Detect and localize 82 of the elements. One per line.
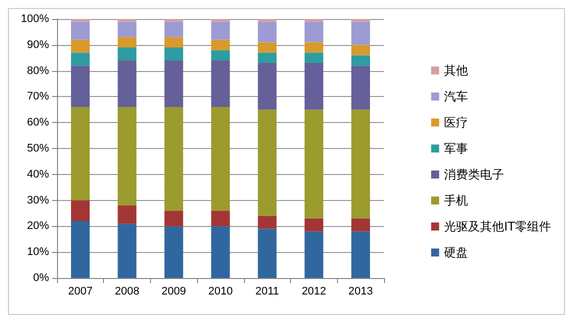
legend-label: 汽车: [444, 90, 468, 104]
bar: [211, 60, 230, 108]
x-tick-label: 2008: [114, 286, 140, 298]
bar: [351, 44, 370, 56]
y-tick-label: 60%: [26, 116, 50, 129]
bar: [211, 226, 230, 278]
bar: [351, 55, 370, 66]
bar: [304, 110, 324, 218]
y-tick-label: 50%: [26, 142, 50, 154]
bar: [304, 218, 324, 232]
bar: [258, 42, 277, 53]
legend-label: 消费类电子: [444, 168, 504, 182]
bar: [71, 40, 90, 53]
bar: [164, 22, 184, 38]
bar: [71, 19, 90, 22]
bar: [351, 110, 370, 218]
x-tick-label: 2011: [255, 286, 280, 298]
bar: [118, 60, 136, 108]
bar: [258, 52, 277, 64]
bar: [258, 22, 277, 42]
bar: [258, 63, 277, 110]
x-tick-label: 2012: [302, 286, 326, 298]
bar: [71, 22, 90, 40]
y-tick-label: 80%: [26, 64, 50, 77]
bar: [118, 107, 136, 206]
bar: [71, 66, 90, 108]
legend-label: 医疗: [444, 116, 468, 130]
bar: [71, 107, 90, 200]
bar: [211, 210, 230, 226]
bar: [164, 37, 184, 48]
bar: [211, 107, 230, 211]
bar: [164, 47, 184, 60]
bar: [351, 66, 370, 110]
bar: [211, 50, 230, 60]
legend-label: 光驱及其他IT零组件: [444, 220, 552, 234]
legend-label: 军事: [444, 142, 468, 156]
bar: [258, 228, 277, 278]
y-tick-label: 30%: [26, 194, 50, 206]
legend-label: 手机: [444, 194, 468, 208]
bar: [164, 107, 184, 211]
bar: [351, 22, 370, 45]
bar: [164, 60, 184, 108]
bar: [304, 22, 324, 42]
y-tick-label: 20%: [26, 220, 50, 232]
bar: [118, 37, 136, 48]
bar: [118, 205, 136, 224]
bar: [351, 218, 370, 232]
bar: [304, 42, 324, 53]
bar: [211, 19, 230, 22]
bar: [258, 19, 277, 22]
y-tick-label: 70%: [26, 90, 50, 103]
bar: [71, 200, 90, 222]
y-tick-label: 40%: [26, 168, 50, 180]
bar: [71, 221, 90, 278]
y-tick-label: 10%: [26, 246, 50, 258]
bar: [71, 52, 90, 66]
y-tick-label: 0%: [33, 272, 50, 284]
bar: [351, 231, 370, 278]
bar: [118, 47, 136, 60]
x-tick-label: 2013: [348, 286, 373, 298]
x-tick-label: 2010: [208, 286, 233, 298]
bar: [164, 210, 184, 226]
bar: [304, 19, 324, 22]
bar: [118, 19, 136, 22]
legend-label: 其他: [444, 64, 468, 78]
y-tick-label: 100%: [20, 13, 50, 25]
bar: [164, 19, 184, 22]
bar: [118, 224, 136, 278]
bar: [211, 22, 230, 40]
bar: [118, 22, 136, 38]
bar: [258, 216, 277, 229]
bar: [258, 110, 277, 216]
bar: [304, 63, 324, 110]
x-tick-label: 2009: [162, 286, 186, 298]
bar: [351, 19, 370, 22]
x-tick-label: 2007: [68, 286, 93, 298]
bar: [304, 52, 324, 64]
bar: [304, 231, 324, 278]
y-tick-label: 90%: [26, 38, 50, 51]
legend-label: 硬盘: [444, 246, 468, 260]
bar: [164, 226, 184, 278]
bar: [211, 40, 230, 50]
